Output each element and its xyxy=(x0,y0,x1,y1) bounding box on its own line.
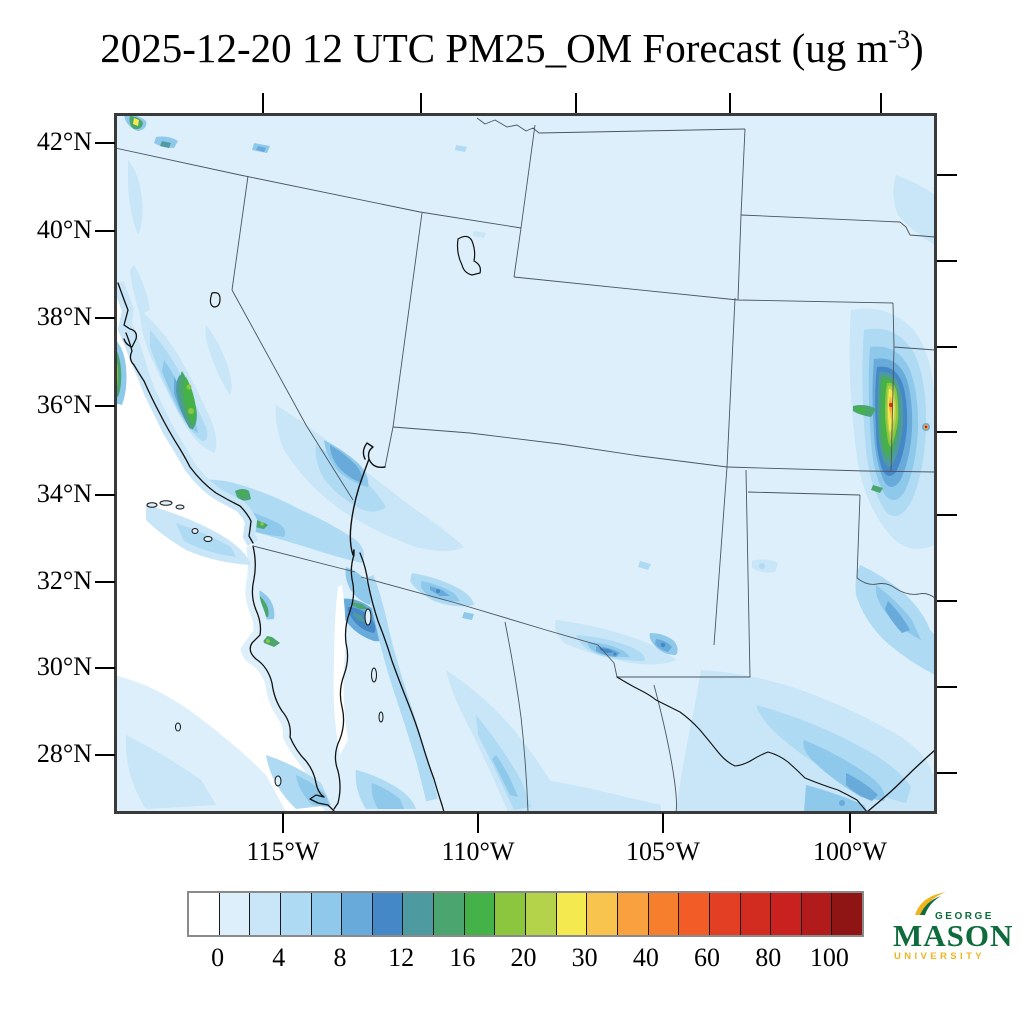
lat-tick-label: 28°N xyxy=(36,739,92,768)
lat-tick-label: 32°N xyxy=(36,566,92,595)
lat-tick xyxy=(95,142,115,144)
mexico-mainland-coastline xyxy=(359,552,445,812)
lat-tick xyxy=(95,581,115,583)
colorbar-cell xyxy=(494,893,526,935)
colorbar-tick-label: 40 xyxy=(632,943,659,972)
lon-tick xyxy=(662,813,664,833)
colorbar-tick-label: 8 xyxy=(333,943,347,972)
map-border xyxy=(116,115,935,812)
lon-tick-label: 115°W xyxy=(246,837,320,866)
colorbar-cell xyxy=(678,893,709,935)
walker-lake xyxy=(209,292,221,308)
right-tick xyxy=(937,514,957,516)
map-canvas xyxy=(114,113,937,814)
gmu-logo-university: UNIVERSITY xyxy=(894,951,986,962)
title-main: 2025-12-20 12 UTC PM25_OM Forecast (ug m xyxy=(100,25,889,71)
right-tick xyxy=(937,174,957,176)
colorbar-tick-label: 20 xyxy=(510,943,537,972)
title-close-paren: ) xyxy=(910,25,924,71)
lon-tick xyxy=(282,813,284,833)
top-tick xyxy=(880,93,882,113)
colorbar-cell xyxy=(249,893,280,935)
gmu-logo-george: GEORGE xyxy=(935,911,994,922)
texas-gulf-coastline xyxy=(866,749,935,812)
colorbar-tick-label: 80 xyxy=(755,943,782,972)
colorbar-cell xyxy=(525,893,556,935)
islands xyxy=(146,500,384,787)
forecast-map-svg xyxy=(116,115,935,812)
great-salt-lake xyxy=(456,235,481,276)
colorbar-tick-label: 16 xyxy=(449,943,476,972)
lakes xyxy=(209,235,481,308)
colorbar-cell xyxy=(739,893,771,935)
top-tick xyxy=(420,93,422,113)
colorbar-cell xyxy=(189,893,219,935)
lat-tick-label: 30°N xyxy=(36,652,92,681)
lon-tick-label: 105°W xyxy=(626,837,700,866)
right-tick xyxy=(937,600,957,602)
lat-tick-label: 38°N xyxy=(36,302,92,331)
colorbar-tick-label: 30 xyxy=(571,943,598,972)
lon-tick-label: 110°W xyxy=(441,837,515,866)
coastlines xyxy=(117,282,935,812)
lat-tick-label: 40°N xyxy=(36,215,92,244)
lat-tick-label: 34°N xyxy=(36,479,92,508)
colorbar-tick-label: 4 xyxy=(272,943,286,972)
right-tick xyxy=(937,260,957,262)
lon-tick xyxy=(849,813,851,833)
right-tick xyxy=(937,346,957,348)
colorbar-cell xyxy=(770,893,801,935)
colorbar-cell xyxy=(708,893,740,935)
right-tick xyxy=(937,686,957,688)
figure-title: 2025-12-20 12 UTC PM25_OM Forecast (ug m… xyxy=(0,24,1024,72)
gmu-logo: GEORGE MASON UNIVERSITY xyxy=(891,892,1015,966)
colorbar-tick-label: 60 xyxy=(694,943,721,972)
lat-tick-label: 42°N xyxy=(36,127,92,156)
top-tick xyxy=(262,93,264,113)
lat-tick xyxy=(95,667,115,669)
gmu-logo-mason: MASON xyxy=(893,918,1014,953)
california-coastline xyxy=(117,282,254,544)
colorbar-cell xyxy=(463,893,495,935)
lon-tick xyxy=(477,813,479,833)
colorbar-cell xyxy=(647,893,679,935)
rivers xyxy=(349,442,868,812)
baja-coastline xyxy=(249,545,355,812)
state-borders xyxy=(116,117,935,812)
colorbar-cell xyxy=(310,893,342,935)
title-exponent: -3 xyxy=(888,25,911,54)
lat-tick xyxy=(95,754,115,756)
colorbar-cell xyxy=(279,893,311,935)
colorbar xyxy=(187,891,864,937)
colorbar-cell xyxy=(586,893,617,935)
colorbar-cell xyxy=(371,893,403,935)
lat-tick-label: 36°N xyxy=(36,390,92,419)
colorbar-tick-label: 12 xyxy=(388,943,415,972)
right-tick xyxy=(937,772,957,774)
colorbar-cell xyxy=(433,893,464,935)
top-tick xyxy=(729,93,731,113)
gmu-swoosh-icon xyxy=(915,892,946,915)
lat-tick xyxy=(95,230,115,232)
colorbar-cell xyxy=(831,893,863,935)
rio-grande xyxy=(616,676,868,812)
top-tick xyxy=(575,93,577,113)
colorbar-cell xyxy=(402,893,434,935)
colorbar-tick-label: 100 xyxy=(809,943,849,972)
colorbar-cell xyxy=(555,893,587,935)
colorbar-tick-label: 0 xyxy=(211,943,225,972)
colorbar-cell xyxy=(800,893,832,935)
lat-tick xyxy=(95,494,115,496)
lon-tick-label: 100°W xyxy=(813,837,887,866)
right-tick xyxy=(937,431,957,433)
lat-tick xyxy=(95,317,115,319)
colorbar-cell xyxy=(218,893,250,935)
colorbar-cell xyxy=(341,893,372,935)
lat-tick xyxy=(95,405,115,407)
colorado-river xyxy=(349,442,386,556)
colorbar-cell xyxy=(616,893,648,935)
